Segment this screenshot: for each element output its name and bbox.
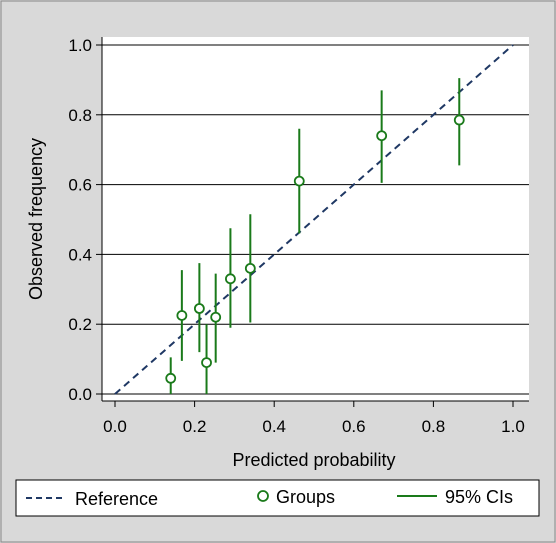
marker-layer xyxy=(165,114,465,384)
y-tick-label-3: 0.6 xyxy=(68,176,92,195)
group-point-2 xyxy=(193,303,205,314)
x-tick-label-5: 1.0 xyxy=(501,417,525,436)
group-point-1 xyxy=(176,310,188,321)
group-point-7 xyxy=(293,175,305,187)
legend-groups-label: Groups xyxy=(276,487,335,507)
x-axis-title: Predicted probability xyxy=(232,450,395,470)
group-point-0 xyxy=(165,372,177,384)
legend-groups-swatch xyxy=(257,490,269,502)
y-tick-label-2: 0.4 xyxy=(68,245,92,264)
x-tick-label-2: 0.4 xyxy=(262,417,286,436)
x-tick-label-1: 0.2 xyxy=(183,417,207,436)
group-point-4 xyxy=(210,311,222,323)
grid-lines xyxy=(102,44,529,395)
legend: Reference Groups 95% CIs xyxy=(15,479,540,517)
legend-box xyxy=(15,479,540,517)
y-axis-title: Observed frequency xyxy=(26,138,46,300)
group-point-6 xyxy=(244,262,256,274)
group-point-9 xyxy=(453,114,465,126)
group-point-3 xyxy=(201,357,212,368)
x-tick-label-3: 0.6 xyxy=(342,417,366,436)
y-tick-label-0: 0.0 xyxy=(68,385,92,404)
group-point-8 xyxy=(376,130,388,142)
axes: 0.0 0.2 0.4 0.6 0.8 1.0 0.0 0.2 0.4 0.6 0.8 1.0 xyxy=(68,36,529,436)
legend-ci-label: 95% CIs xyxy=(445,487,513,507)
y-tick-label-5: 1.0 xyxy=(68,36,92,55)
y-tick-label-4: 0.8 xyxy=(68,106,92,125)
y-tick-label-1: 0.2 xyxy=(68,315,92,334)
x-tick-label-0: 0.0 xyxy=(103,417,127,436)
group-point-5 xyxy=(225,273,236,285)
x-tick-label-4: 0.8 xyxy=(422,417,446,436)
legend-reference-label: Reference xyxy=(75,489,158,509)
